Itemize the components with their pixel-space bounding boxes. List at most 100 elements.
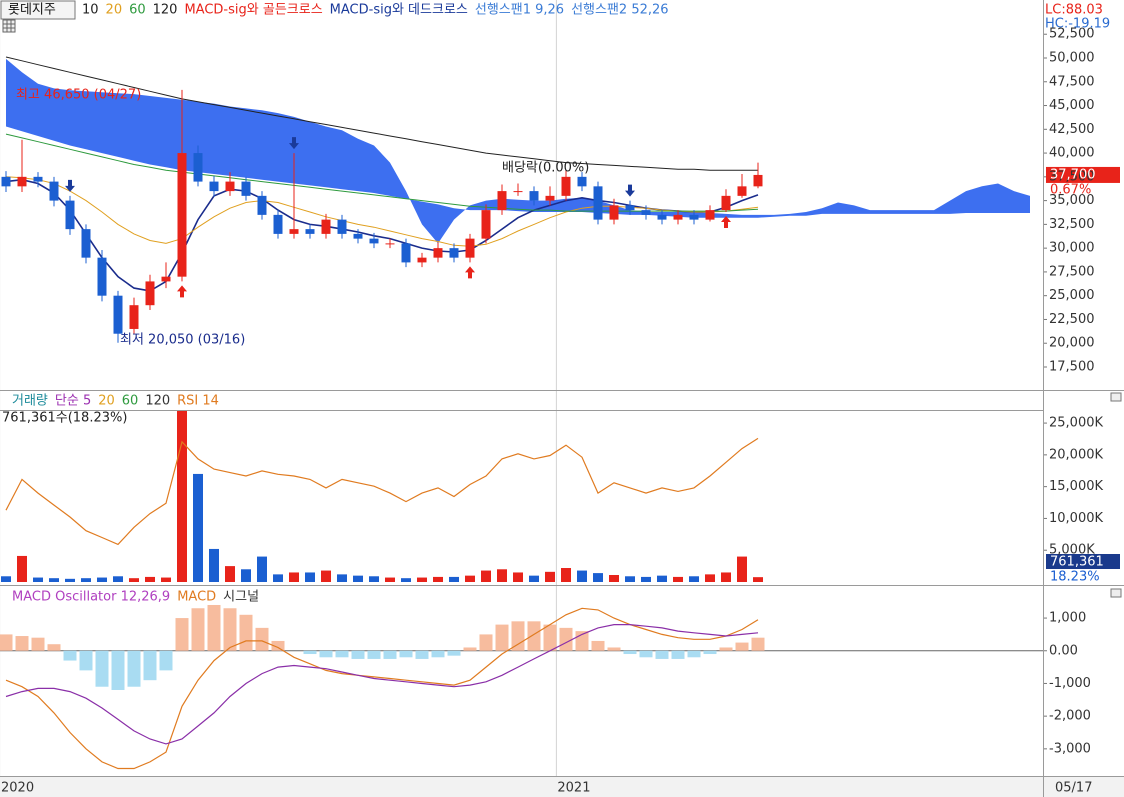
ichimoku-cloud [6, 58, 1030, 244]
bar [305, 572, 315, 582]
current-price-label: 37,700 [1050, 167, 1096, 182]
y-tick-label: 30,000 [1049, 241, 1095, 256]
bar [159, 650, 173, 671]
bar [737, 556, 747, 582]
candle-body [737, 186, 747, 196]
y-tick-label: 10,000K [1049, 511, 1103, 526]
change-label: 0.67% [1050, 182, 1091, 197]
bar [319, 650, 333, 658]
bar [607, 647, 621, 651]
bar [433, 576, 443, 582]
line [5, 437, 759, 546]
y-tick-label: -2,000 [1049, 709, 1091, 724]
bar [383, 650, 397, 659]
bar [175, 618, 189, 651]
candle-body [241, 181, 251, 196]
candle-body [657, 214, 667, 220]
bar [289, 572, 299, 582]
panel-button[interactable] [1110, 588, 1122, 598]
candle-body [721, 195, 731, 211]
bar [673, 576, 683, 582]
bar [479, 634, 493, 651]
candle-body [577, 176, 587, 187]
panel-button[interactable] [1110, 392, 1122, 402]
candle-body [97, 257, 107, 296]
candle-body [65, 200, 75, 230]
moving-average-line [5, 56, 758, 171]
y-tick-label: 20,000K [1049, 447, 1103, 462]
bar [353, 575, 363, 582]
bar [177, 411, 187, 582]
legend-entry: 10 [82, 3, 99, 18]
candle-body [513, 191, 523, 193]
moving-average-line [5, 133, 759, 212]
legend-entry: MACD [177, 590, 216, 605]
bar [145, 576, 155, 582]
candle-body [417, 257, 427, 263]
bar [577, 570, 587, 582]
legend-entry: 60 [129, 3, 146, 18]
candle-body [561, 176, 571, 196]
candle-body [497, 191, 507, 211]
candle-body [49, 181, 59, 201]
bar [609, 575, 619, 582]
candle-body [753, 174, 763, 187]
date-label: 05/17 [1055, 781, 1092, 796]
y-tick-label: -3,000 [1049, 741, 1091, 756]
signal-arrow [177, 285, 187, 298]
bar [335, 650, 349, 658]
bar [209, 548, 219, 582]
annotation: 최저 20,050 (03/16) [120, 333, 245, 348]
candle-body [481, 210, 491, 239]
bar [719, 647, 733, 651]
bar [591, 640, 605, 651]
candle-body [81, 229, 91, 258]
lc-label: LC:88.03 [1045, 3, 1103, 18]
current-price-box [1046, 166, 1120, 183]
bar [81, 578, 91, 582]
y-tick-label: 25,000K [1049, 416, 1103, 431]
signal-arrow [721, 216, 731, 229]
bar [239, 614, 253, 651]
bar [79, 650, 93, 671]
signal-arrow [625, 184, 635, 197]
bar [655, 650, 669, 659]
y-tick-label: 27,500 [1049, 264, 1095, 279]
candle-body [177, 153, 187, 277]
bar [65, 578, 75, 582]
bar [303, 650, 317, 655]
bar [223, 608, 237, 651]
bar [17, 555, 27, 582]
legend-entry: 단순 5 [55, 394, 91, 409]
bar [495, 624, 509, 651]
bar [511, 621, 525, 651]
grid-icon[interactable] [2, 19, 16, 33]
y-tick-label: 35,000 [1049, 193, 1095, 208]
x-tick-label: 2020 [1, 781, 34, 796]
bar [351, 650, 365, 659]
bar [465, 575, 475, 582]
y-tick-label: 5,000K [1049, 543, 1095, 558]
legend-entry: 120 [145, 394, 170, 409]
plot-layer [0, 56, 1120, 770]
y-tick-label: 25,000 [1049, 288, 1095, 303]
candle-body [129, 305, 139, 329]
y-tick-label: 1,000 [1049, 611, 1086, 626]
bar [705, 574, 715, 582]
candle-body [321, 219, 331, 234]
stock-name-box[interactable] [0, 0, 76, 20]
bar [529, 575, 539, 582]
bar [129, 578, 139, 582]
bar [463, 647, 477, 651]
bar [193, 473, 203, 582]
bar [15, 636, 29, 651]
bar [63, 650, 77, 661]
current-volume-box [1046, 554, 1120, 569]
x-axis-band [0, 777, 1124, 797]
legend-entry: 거래량 [12, 394, 48, 409]
bar [401, 578, 411, 582]
bar [625, 576, 635, 582]
